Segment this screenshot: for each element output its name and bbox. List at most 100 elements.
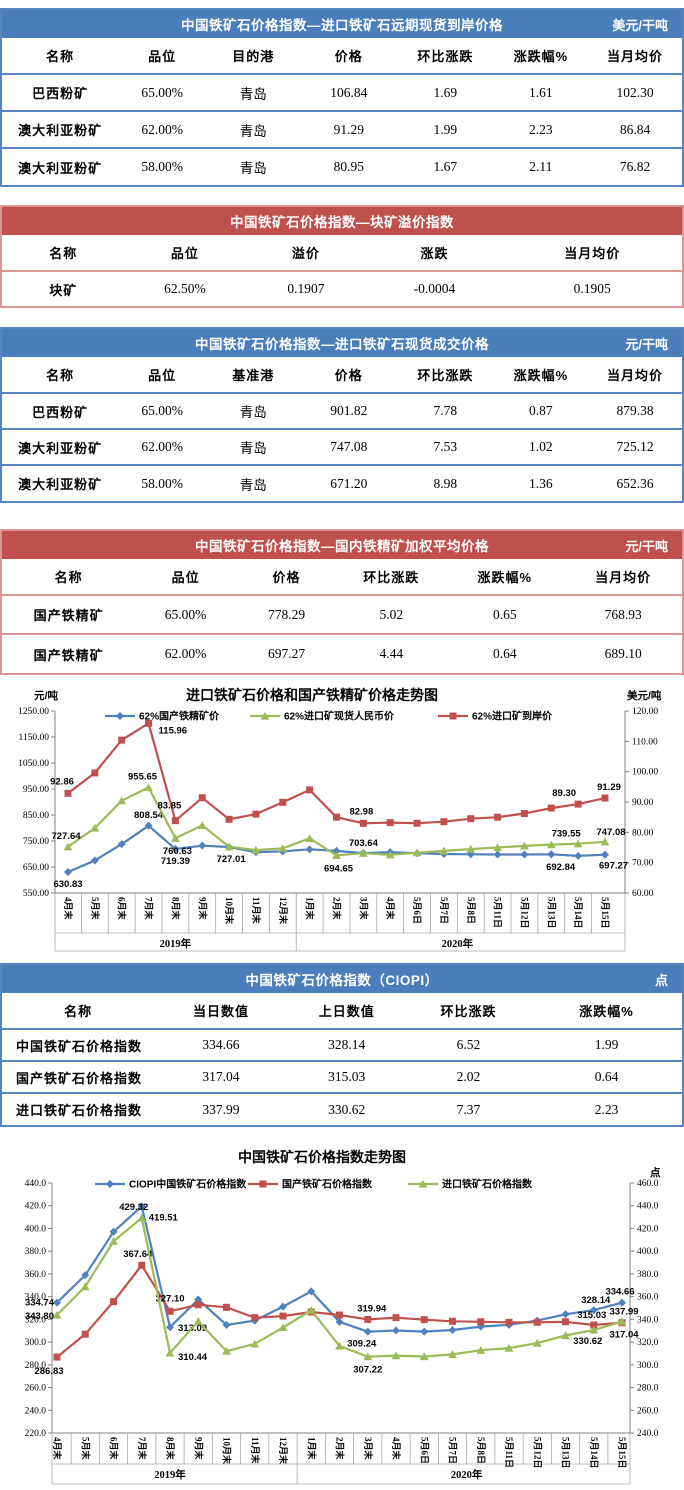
data-point-value-label: 330.62 (573, 1336, 602, 1347)
table-cell: 778.29 (267, 606, 306, 622)
table-cell: 671.20 (330, 475, 368, 491)
data-point-value-label: 334.74 (25, 1298, 55, 1309)
data-point-marker (224, 842, 234, 851)
table-header-row: 名称 品位 溢价 涨跌 当月均价 (2, 235, 682, 271)
table-title: 中国铁矿石价格指数—进口铁矿石远期现货到岸价格 (181, 18, 503, 33)
left-axis-tick-label: 1150.00 (18, 733, 49, 743)
data-point-marker (144, 783, 153, 792)
data-table: 名称 品位 基准港 价格 环比涨跌 涨跌幅% 当月均价 巴西粉矿 65.00% 青岛 901.82 7… (2, 357, 682, 501)
data-point-value-label: 327.10 (155, 1293, 184, 1304)
x-axis-category-label: 4月末 (63, 897, 74, 921)
column-header: 环比涨跌 (363, 570, 420, 585)
table-header-band: 中国铁矿石价格指数（CIOPI） 点 (2, 965, 682, 993)
left-axis-tick-label: 280.0 (25, 1361, 47, 1371)
x-axis-category-label: 12月末 (278, 897, 289, 925)
data-point-marker (278, 1323, 288, 1332)
data-point-marker (109, 1227, 118, 1236)
data-point-marker (259, 1180, 267, 1188)
data-point-marker (589, 1306, 598, 1315)
table-cell: 澳大利亚粉矿 (18, 123, 103, 138)
column-header: 名称 (46, 368, 75, 383)
column-header: 名称 (46, 49, 75, 64)
table-cell: 106.84 (330, 84, 368, 100)
data-point-value-label: 317.04 (609, 1330, 639, 1341)
table-cell: 0.87 (529, 403, 553, 418)
left-axis-tick-label: 1050.00 (18, 759, 49, 769)
ciopi-index-trend-chart: 中国铁矿石价格指数走势图点 220.0 240.0 260.0 280.0 300.0 32… (0, 1138, 684, 1490)
data-point-marker (574, 800, 582, 808)
x-axis-category-label: 7月末 (144, 897, 155, 921)
data-point-marker (197, 821, 207, 829)
data-point-marker (335, 1317, 344, 1326)
data-point-value-label: 91.29 (597, 782, 621, 793)
data-point-value-label: 92.86 (50, 776, 74, 787)
column-header: 当月均价 (564, 246, 621, 261)
table-row: 国产铁矿石价格指数 317.04 315.03 2.02 0.64 (2, 1061, 682, 1093)
column-header: 涨跌幅% (513, 368, 569, 383)
data-point-marker (165, 1348, 175, 1357)
table-cell: 6.52 (456, 1037, 481, 1052)
data-point-value-label: 429.32 (119, 1202, 148, 1213)
data-point-value-label: 694.65 (324, 863, 354, 874)
x-axis-category-label: 5月8日 (466, 897, 476, 924)
left-axis-tick-label: 1250.00 (18, 707, 49, 717)
x-axis-category-label: 5月13日 (546, 897, 556, 929)
table-import-spot-prices: 中国铁矿石价格指数—进口铁矿石现货成交价格 元/干吨 名称 品位 基准港 价格 环比涨跌… (0, 327, 684, 503)
data-point-marker (449, 1317, 456, 1325)
right-axis-tick-label: 320.0 (637, 1338, 659, 1348)
data-point-marker (547, 804, 555, 812)
x-axis-category-label: 5月11日 (493, 897, 503, 928)
table-row: 澳大利亚粉矿 62.00% 青岛 747.08 7.53 1.02 725.12 (2, 429, 682, 465)
table-cell: 76.82 (619, 159, 651, 174)
data-table: 名称 品位 目的港 价格 环比涨跌 涨跌幅% 当月均价 巴西粉矿 65.00% 青岛 106.84 1… (2, 38, 682, 185)
table-row: 国产铁精矿 62.00% 697.27 4.44 0.64 689.10 (2, 634, 682, 673)
data-point-marker (533, 1318, 541, 1326)
data-point-marker (118, 736, 126, 744)
column-header: 品位 (148, 49, 177, 64)
right-axis-tick-label: 70.00 (632, 859, 654, 869)
table-title: 中国铁矿石价格指数—进口铁矿石现货成交价格 (195, 337, 489, 352)
data-point-marker (117, 796, 127, 805)
data-point-marker (279, 1302, 287, 1311)
data-point-value-label: 315.03 (577, 1310, 606, 1321)
x-axis-category-label: 5月6日 (412, 897, 422, 924)
data-point-marker (306, 1306, 316, 1314)
table-cell: 315.03 (328, 1069, 366, 1084)
table-row: 澳大利亚粉矿 58.00% 青岛 80.95 1.67 2.11 76.82 (2, 148, 682, 185)
right-axis-tick-label: 360.0 (637, 1293, 659, 1303)
data-point-marker (81, 1330, 89, 1338)
data-point-marker (138, 1261, 146, 1269)
table-cell: 5.02 (379, 606, 404, 622)
data-point-marker (467, 815, 475, 823)
table-cell: 0.64 (493, 646, 517, 661)
table-domestic-concentrate-prices: 中国铁矿石价格指数—国内铁精矿加权平均价格 元/干吨 名称 品位 价格 环比涨跌 涨跌幅… (0, 529, 684, 675)
column-header: 基准港 (232, 368, 275, 383)
column-header: 当月均价 (607, 368, 664, 383)
data-point-marker (223, 1303, 230, 1311)
year-group-label: 2019年 (154, 1468, 186, 1481)
data-point-marker (520, 810, 528, 818)
x-axis-category-label: 6月末 (117, 897, 128, 921)
table-row: 澳大利亚粉矿 58.00% 青岛 671.20 8.98 1.36 652.36 (2, 465, 682, 501)
x-axis-category-label: 5月末 (80, 1437, 91, 1461)
table-cell: 1.36 (529, 475, 553, 491)
data-point-marker (505, 1318, 513, 1326)
data-point-marker (279, 798, 287, 806)
data-point-marker (306, 786, 314, 794)
x-axis-category-label: 1月末 (305, 897, 316, 921)
data-point-marker (532, 1338, 542, 1347)
left-axis-tick-label: 300.0 (25, 1338, 47, 1348)
table-unit-label: 点 (654, 972, 668, 988)
table-cell: 334.66 (202, 1037, 240, 1052)
data-point-value-label: 337.99 (609, 1307, 638, 1318)
data-point-marker (198, 841, 207, 850)
left-axis-tick-label: 440.0 (25, 1179, 47, 1189)
x-axis-category-label: 10月末 (222, 1437, 233, 1465)
data-point-marker (413, 819, 421, 827)
data-point-marker (617, 1317, 627, 1326)
x-axis-category-label: 5月8日 (476, 1437, 486, 1464)
year-group-label: 2019年 (160, 937, 192, 950)
x-axis-category-label: 5月15日 (600, 897, 610, 929)
table-cell: 澳大利亚粉矿 (18, 160, 103, 176)
column-header: 品位 (171, 570, 200, 585)
